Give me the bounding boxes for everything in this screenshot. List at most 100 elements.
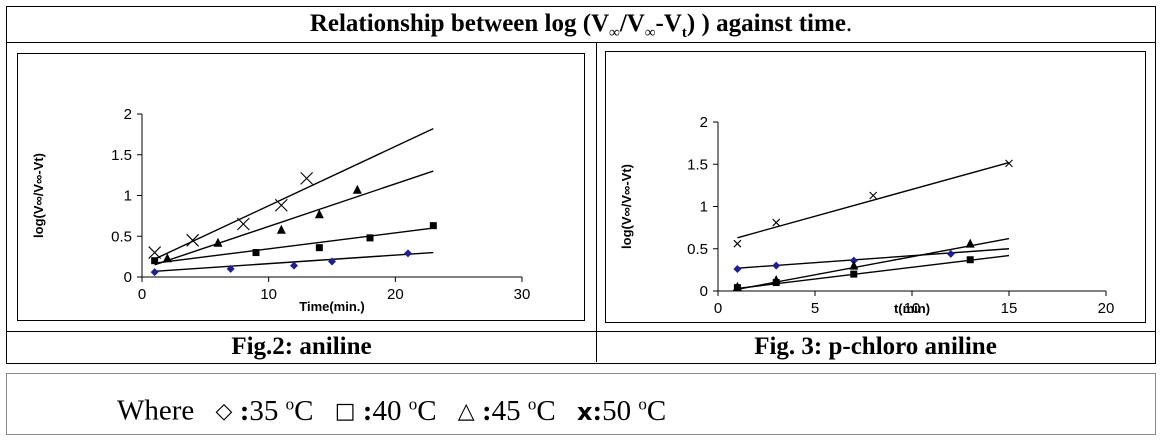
data-point-diamond: [849, 256, 858, 265]
data-point-square: [429, 222, 437, 230]
data-point-x: [300, 171, 314, 185]
legend-entry-45: △ :45 oC: [457, 394, 556, 427]
legend-label-50: 50: [602, 394, 632, 427]
data-point-square: [252, 249, 260, 257]
x-axis-label: t(min): [894, 301, 930, 316]
data-point-diamond: [328, 257, 336, 266]
legend-entry-50: x:50 oC: [576, 394, 667, 427]
data-point-triangle: [314, 209, 324, 219]
chloroaniline-chart-frame: 0 5 10 15 20 0 0.5 1 1.5 2 t(min) log(V∞/V∞-Vt): [605, 51, 1146, 323]
legend-label-40: 40: [372, 394, 402, 427]
data-point-x: [772, 218, 781, 227]
aniline-chart-frame: 0 10 20 30 0 0.5 1 1.5 2 Time(min.) log(V∞/V∞-Vt): [17, 53, 585, 321]
legend-unit: C: [417, 394, 437, 427]
data-point-x: [186, 233, 200, 247]
y-tick-label: 0: [124, 269, 132, 286]
legend-label-45: 45: [491, 394, 521, 427]
title-sub-2: ∞: [644, 25, 656, 41]
trend-line-triangle: [154, 170, 434, 266]
x-tick-label: 0: [714, 300, 722, 317]
title-period: .: [845, 10, 853, 37]
x-tick-label: 30: [514, 286, 531, 303]
data-point-square: [850, 270, 858, 278]
table-title: Relationship between log (V∞/V∞-Vt) ) ag…: [7, 7, 1155, 43]
data-point-diamond: [946, 249, 955, 258]
data-point-diamond: [290, 261, 298, 270]
data-point-diamond: [150, 268, 159, 277]
title-sub-3: t: [681, 25, 687, 41]
trend-line-triangle: [737, 237, 1010, 290]
y-tick-label: 1: [124, 188, 132, 205]
y-tick-label: 1: [700, 199, 708, 216]
data-point-triangle: [965, 238, 975, 248]
chloroaniline-chart: 0 5 10 15 20 0 0.5 1 1.5 2 t(min) log(V∞/V∞-Vt): [619, 114, 1115, 317]
data-point-x: [148, 246, 162, 259]
data-point-square: [315, 244, 323, 252]
y-tick-label: 2: [124, 106, 132, 123]
legend-entry-35: ◇ :35 oC: [215, 394, 314, 427]
x-marker-icon: x: [576, 397, 593, 426]
trend-line-square: [737, 254, 1010, 290]
diamond-icon: ◇: [215, 398, 233, 424]
aniline-chart-cell: 0 10 20 30 0 0.5 1 1.5 2 Time(min.) log(V∞/V∞-Vt): [7, 43, 597, 331]
data-point-triangle: [352, 184, 362, 194]
legend-label-35: 35: [249, 394, 279, 427]
y-tick-label: 2: [700, 114, 708, 131]
trend-line-square: [154, 227, 434, 264]
triangle-icon: △: [457, 398, 475, 424]
data-point-triangle: [162, 253, 172, 263]
data-point-diamond: [226, 264, 235, 273]
figure-table: Relationship between log (V∞/V∞-Vt) ) ag…: [6, 6, 1156, 364]
x-axis-label: Time(min.): [299, 299, 365, 314]
data-point-x: [236, 217, 250, 231]
degree-mark: o: [638, 394, 647, 413]
title-text-3: -V: [655, 10, 682, 37]
title-text-4: ) ) against time: [686, 10, 846, 37]
y-tick-label: 1.5: [111, 147, 132, 164]
x-tick-label: 20: [387, 286, 404, 303]
data-point-diamond: [772, 261, 781, 270]
square-icon: □: [334, 398, 356, 424]
data-point-x: [1005, 159, 1013, 168]
title-text-2: /V: [619, 10, 645, 37]
y-tick-label: 0: [700, 283, 708, 300]
chloroaniline-chart-cell: 0 5 10 15 20 0 0.5 1 1.5 2 t(min) log(V∞/V∞-Vt): [597, 43, 1154, 331]
data-point-x: [733, 239, 742, 248]
legend-unit: C: [294, 394, 314, 427]
degree-mark: o: [408, 394, 418, 413]
legend-entry-40: □ :40 oC: [334, 394, 437, 427]
legend-where: Where: [117, 394, 195, 427]
aniline-chart: 0 10 20 30 0 0.5 1 1.5 2 Time(min.) log(V∞/V∞-Vt): [31, 106, 531, 314]
y-tick-label: 0.5: [687, 241, 708, 258]
x-tick-label: 10: [904, 300, 921, 317]
trend-line-x: [737, 161, 1010, 239]
data-point-triangle: [213, 237, 223, 247]
x-tick-label: 15: [1001, 300, 1018, 317]
data-point-square: [151, 257, 159, 265]
y-tick-label: 1.5: [687, 156, 708, 173]
x-tick-label: 10: [260, 286, 277, 303]
title-sub-1: ∞: [609, 25, 620, 41]
trend-line-x: [154, 128, 434, 260]
y-axis-label: log(V∞/V∞-Vt): [619, 164, 634, 249]
data-point-diamond: [733, 265, 742, 274]
data-point-x: [274, 198, 288, 212]
caption-row: Fig.2: aniline Fig. 3: p-chloro aniline: [7, 331, 1155, 363]
data-point-triangle: [276, 224, 286, 234]
data-point-triangle: [732, 281, 742, 291]
data-point-square: [366, 234, 374, 242]
data-point-triangle: [771, 275, 781, 285]
degree-mark: o: [285, 394, 295, 413]
legend-unit: C: [646, 394, 667, 427]
data-point-square: [966, 256, 974, 264]
caption-chloroaniline: Fig. 3: p-chloro aniline: [754, 333, 997, 360]
legend-unit: C: [536, 394, 556, 427]
data-point-diamond: [404, 249, 412, 258]
temperature-legend: Where ◇ :35 oC □ :40 oC △ :45 oC x:50 oC: [117, 384, 666, 434]
legend-box: Where ◇ :35 oC □ :40 oC △ :45 oC x:50 oC: [6, 373, 1156, 435]
x-tick-label: 5: [811, 300, 819, 317]
y-axis-label: log(V∞/V∞-Vt): [31, 153, 46, 238]
data-point-triangle: [849, 260, 859, 270]
title-text-1: Relationship between log (V: [309, 10, 610, 37]
x-tick-label: 20: [1098, 300, 1115, 317]
